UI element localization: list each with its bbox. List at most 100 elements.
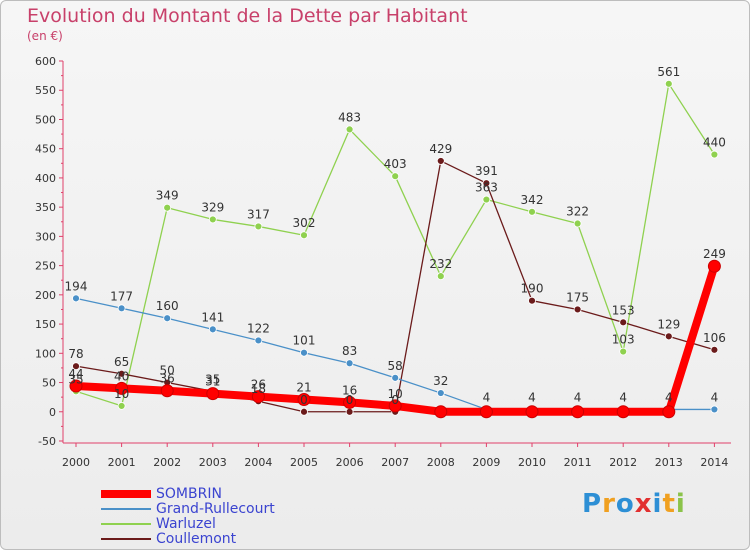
- y-tick-label: 350: [35, 201, 56, 214]
- x-tick-label: 2007: [381, 456, 409, 469]
- proxiti-logo: Proxiti: [582, 489, 686, 519]
- data-point: [163, 203, 172, 212]
- data-point: [115, 381, 129, 395]
- legend-swatch: [101, 523, 151, 525]
- data-label: 10: [388, 387, 403, 401]
- data-label: 16: [342, 383, 357, 397]
- y-tick-label: 550: [35, 84, 56, 97]
- y-tick-label: 400: [35, 172, 56, 185]
- data-point: [528, 296, 536, 305]
- data-label: 349: [156, 189, 179, 203]
- x-tick-label: 2004: [244, 456, 272, 469]
- data-label: 122: [247, 321, 270, 335]
- data-label: 363: [475, 181, 498, 195]
- data-label: 4: [665, 390, 673, 404]
- data-point: [72, 294, 80, 303]
- data-label: 35: [205, 372, 220, 386]
- data-point: [117, 369, 126, 378]
- data-point: [117, 402, 126, 410]
- x-tick-label: 2002: [153, 456, 181, 469]
- data-label: 35: [68, 372, 83, 386]
- data-point: [573, 219, 582, 228]
- x-tick-label: 2006: [336, 456, 364, 469]
- data-label: 0: [346, 393, 354, 407]
- data-point: [707, 259, 721, 273]
- data-label: 103: [612, 333, 635, 347]
- logo-letter: r: [602, 489, 616, 519]
- y-tick-label: 450: [35, 143, 56, 156]
- data-label: 0: [300, 393, 308, 407]
- data-label: 429: [429, 142, 452, 156]
- legend-item: Grand-Rullecourt: [101, 501, 361, 517]
- data-label: 31: [205, 375, 220, 389]
- data-label: 4: [619, 390, 627, 404]
- data-point: [72, 362, 80, 371]
- y-tick-label: 250: [35, 260, 56, 273]
- data-point: [662, 405, 676, 419]
- data-point: [345, 407, 354, 416]
- chart-title: Evolution du Montant de la Dette par Hab…: [27, 5, 468, 27]
- data-label: 194: [65, 279, 88, 293]
- legend-item: SOMBRIN: [101, 486, 361, 502]
- data-label: 101: [293, 334, 316, 348]
- y-tick-label: 600: [35, 55, 56, 68]
- data-point: [436, 272, 445, 281]
- legend-label: Warluzel: [156, 516, 216, 532]
- y-tick-label: 500: [35, 113, 56, 126]
- data-point: [300, 407, 308, 416]
- data-point: [117, 304, 126, 313]
- data-point: [345, 359, 354, 368]
- data-label: 561: [657, 65, 680, 79]
- data-label: 10: [114, 387, 129, 401]
- data-point: [160, 384, 174, 398]
- data-label: 153: [612, 303, 635, 317]
- data-point: [616, 405, 630, 419]
- data-point: [434, 405, 448, 419]
- data-point: [297, 392, 311, 406]
- data-label: 342: [521, 193, 544, 207]
- data-point: [482, 179, 491, 188]
- data-point: [436, 157, 445, 165]
- x-tick-label: 2012: [609, 456, 637, 469]
- data-label: 160: [156, 299, 179, 313]
- legend-swatch: [101, 508, 151, 510]
- data-point: [664, 332, 673, 341]
- legend-label: Coullemont: [156, 531, 237, 547]
- data-label: 249: [703, 247, 726, 261]
- legend-item: Warluzel: [101, 516, 361, 532]
- data-point: [208, 215, 217, 224]
- data-point: [528, 207, 536, 216]
- data-label: 4: [574, 390, 582, 404]
- data-label: 106: [703, 331, 726, 345]
- logo-letter: o: [615, 489, 635, 519]
- y-tick-label: 300: [35, 230, 56, 243]
- data-point: [163, 314, 172, 323]
- unit-label: (en €): [27, 29, 63, 43]
- x-tick-label: 2003: [199, 456, 227, 469]
- y-tick-label: -50: [38, 435, 56, 448]
- y-tick-label: 100: [35, 347, 56, 360]
- data-point: [206, 387, 220, 401]
- data-label: 483: [338, 110, 361, 124]
- data-point: [391, 172, 400, 181]
- data-point: [664, 79, 673, 88]
- data-label: 391: [475, 164, 498, 178]
- data-point: [208, 325, 217, 334]
- data-label: 58: [388, 359, 403, 373]
- data-label: 40: [114, 369, 129, 383]
- data-point: [388, 399, 402, 413]
- data-label: 317: [247, 207, 270, 221]
- data-label: 4: [711, 390, 719, 404]
- data-label: 4: [483, 390, 491, 404]
- data-label: 440: [703, 136, 726, 150]
- logo-letter: t: [662, 489, 676, 519]
- x-tick-label: 2014: [700, 456, 728, 469]
- data-label: 322: [566, 205, 589, 219]
- logo-letter: P: [582, 489, 603, 519]
- data-label: 44: [68, 367, 83, 381]
- x-tick-label: 2010: [518, 456, 546, 469]
- data-label: 32: [433, 374, 448, 388]
- data-label: 83: [342, 344, 357, 358]
- data-label: 36: [160, 372, 175, 386]
